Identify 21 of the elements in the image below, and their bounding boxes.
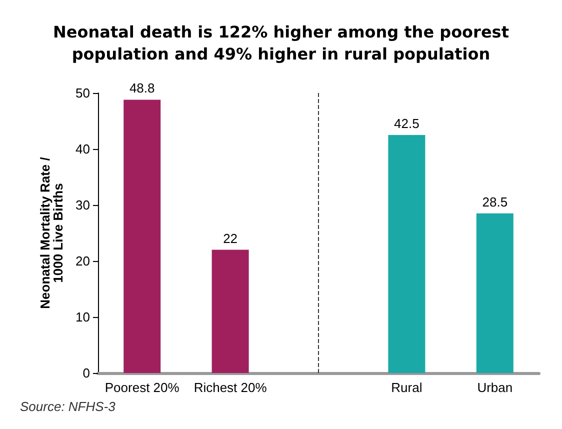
bar — [388, 135, 426, 373]
y-tick-label: 10 — [76, 310, 90, 324]
y-tick-label: 20 — [76, 254, 90, 268]
x-tick-label: Richest 20% — [194, 380, 268, 395]
y-axis-title: Neonatal Mortality Rate / 1000 Live Births — [38, 156, 66, 309]
bar — [212, 250, 249, 373]
y-tick-label: 30 — [76, 198, 90, 212]
x-tick-label: Rural — [391, 380, 422, 395]
data-label: 28.5 — [482, 194, 508, 210]
data-label: 48.8 — [129, 80, 155, 96]
data-label: 42.5 — [394, 116, 420, 131]
x-tick-label: Poorest 20% — [104, 380, 180, 395]
y-tick-label: 40 — [76, 142, 90, 156]
y-tick-label: 50 — [76, 86, 90, 100]
source-note: Source: NFHS-3 — [20, 399, 116, 414]
chart-title: Neonatal death is 122% higher among the poorest population and 49% higher in rural population — [53, 22, 510, 64]
bar — [476, 213, 514, 373]
bar — [124, 100, 161, 373]
y-tick-label: 0 — [82, 366, 90, 380]
x-tick-label: Urban — [477, 380, 513, 395]
data-label: 22 — [223, 230, 238, 246]
